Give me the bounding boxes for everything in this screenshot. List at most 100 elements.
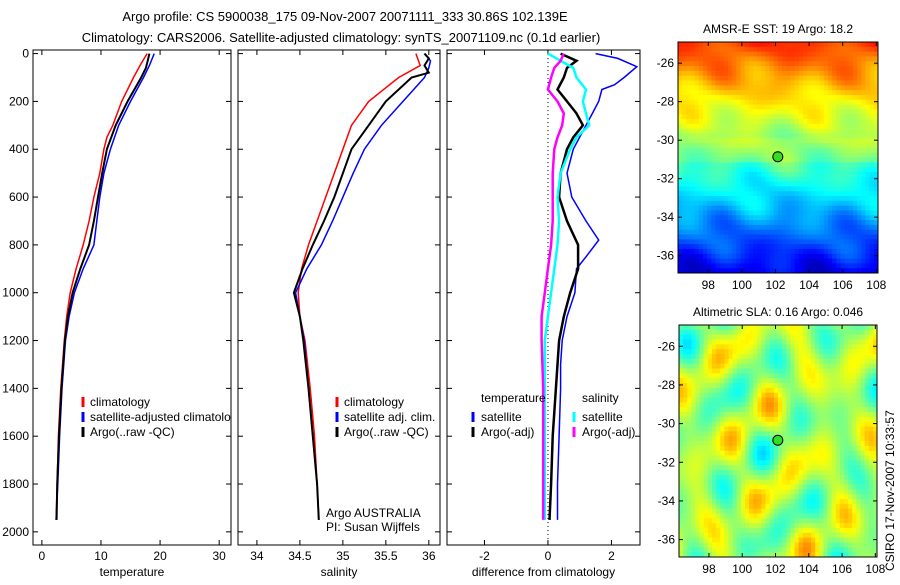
heatmap-cell: [744, 234, 750, 240]
heatmap-cell: [707, 268, 712, 274]
heatmap-cell: [757, 133, 762, 139]
heatmap-cell: [815, 436, 820, 442]
heatmap-cell: [798, 421, 804, 427]
heatmap-cell: [868, 334, 874, 340]
heatmap-cell: [694, 181, 700, 187]
heatmap-cell: [803, 215, 808, 221]
heatmap-cell: [782, 157, 787, 163]
heatmap-cell: [823, 344, 828, 350]
heatmap-cell: [720, 334, 725, 340]
heatmap-cell: [827, 402, 833, 408]
heatmap-cell: [828, 248, 833, 255]
heatmap-cell: [823, 523, 828, 529]
heatmap-cell: [682, 51, 687, 57]
heatmap-cell: [782, 465, 787, 471]
heatmap-cell: [736, 253, 741, 259]
heatmap-cell: [782, 387, 787, 394]
heatmap-cell: [699, 450, 705, 456]
heatmap-cell: [815, 258, 821, 264]
heatmap-cell: [856, 532, 861, 539]
heatmap-cell: [835, 537, 841, 543]
heatmap-cell: [723, 244, 729, 250]
heatmap-cell: [748, 181, 754, 187]
heatmap-cell: [802, 537, 808, 543]
heatmap-cell: [860, 465, 866, 471]
heatmap-cell: [811, 123, 816, 130]
heatmap-cell: [699, 470, 705, 476]
heatmap-cell: [811, 431, 816, 437]
heatmap-cell: [790, 344, 795, 350]
heatmap-cell: [698, 268, 704, 274]
heatmap-cell: [732, 363, 738, 369]
heatmap-cell: [703, 460, 709, 466]
heatmap-cell: [856, 354, 861, 360]
heatmap-cell: [732, 200, 737, 207]
heatmap-cell: [723, 90, 729, 96]
heatmap-cell: [794, 51, 800, 57]
heatmap-cell: [852, 354, 857, 360]
heatmap-cell: [828, 99, 833, 105]
heatmap-cell: [728, 397, 734, 403]
heatmap-cell: [778, 402, 783, 408]
heatmap-cell: [828, 229, 833, 235]
heatmap-cell: [852, 383, 857, 389]
heatmap-cell: [686, 234, 691, 240]
heatmap-cell: [852, 508, 857, 514]
heatmap-cell: [860, 528, 866, 534]
map-title: AMSR-E SST: 19 Argo: 18.2: [703, 22, 853, 36]
heatmap-cell: [732, 75, 737, 81]
heatmap-cell: [740, 378, 746, 384]
heatmap-cell: [803, 210, 808, 216]
heatmap-cell: [794, 181, 800, 187]
heatmap-cell: [686, 80, 691, 86]
heatmap-cell: [736, 508, 742, 514]
heatmap-cell: [753, 258, 758, 264]
heatmap-cell: [728, 484, 734, 490]
heatmap-cell: [807, 80, 812, 86]
heatmap-cell: [753, 552, 758, 558]
heatmap-cell: [712, 344, 717, 350]
heatmap-cell: [773, 407, 779, 413]
heatmap-cell: [757, 354, 762, 360]
heatmap-cell: [740, 66, 746, 72]
heatmap-cell: [778, 162, 783, 168]
heatmap-cell: [848, 392, 853, 398]
heatmap-cell: [819, 392, 824, 398]
heatmap-cell: [707, 392, 713, 398]
heatmap-cell: [728, 128, 733, 134]
heatmap-cell: [844, 128, 850, 134]
heatmap-cell: [803, 128, 808, 134]
heatmap-cell: [790, 528, 795, 534]
heatmap-cell: [803, 263, 808, 269]
heatmap-cell: [872, 523, 878, 529]
heatmap-cell: [769, 542, 775, 548]
heatmap-cell: [745, 450, 750, 456]
heatmap-cell: [802, 358, 808, 365]
heatmap-cell: [736, 421, 742, 427]
heatmap-cell: [712, 470, 717, 476]
heatmap-cell: [732, 537, 738, 543]
heatmap-cell: [745, 383, 750, 389]
heatmap-cell: [778, 470, 783, 476]
heatmap-cell: [732, 421, 738, 427]
heatmap-cell: [856, 450, 861, 456]
heatmap-cell: [740, 51, 746, 57]
heatmap-cell: [745, 503, 750, 510]
heatmap-cell: [698, 99, 704, 105]
heatmap-cell: [798, 176, 804, 182]
heatmap-cell: [790, 455, 795, 461]
heatmap-cell: [811, 489, 816, 495]
heatmap-cell: [828, 268, 833, 274]
heatmap-cell: [869, 56, 875, 62]
heatmap-cell: [819, 205, 825, 211]
heatmap-cell: [828, 152, 833, 158]
heatmap-cell: [857, 244, 862, 250]
heatmap-cell: [753, 268, 758, 274]
heatmap-cell: [740, 244, 746, 250]
heatmap-cell: [691, 431, 696, 437]
heatmap-cell: [716, 383, 721, 389]
heatmap-cell: [832, 80, 837, 86]
heatmap-cell: [732, 167, 737, 173]
heatmap-cell: [728, 176, 733, 182]
heatmap-cell: [736, 248, 741, 255]
